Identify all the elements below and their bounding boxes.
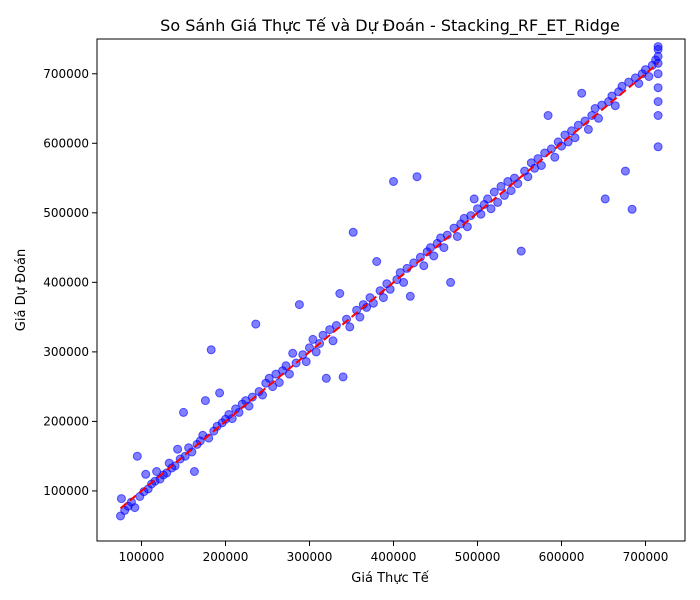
data-point bbox=[311, 347, 321, 357]
data-point bbox=[486, 204, 496, 214]
data-point bbox=[496, 181, 506, 191]
y-tick-label: 500000 bbox=[43, 206, 89, 220]
x-axis-label: Giá Thực Tế bbox=[351, 571, 428, 586]
data-point bbox=[251, 319, 261, 329]
y-tick-label: 100000 bbox=[43, 484, 89, 498]
data-point bbox=[516, 246, 526, 256]
data-point bbox=[550, 152, 560, 162]
data-point bbox=[476, 209, 486, 219]
data-point bbox=[399, 277, 409, 287]
data-point bbox=[301, 357, 311, 367]
data-point bbox=[620, 166, 630, 176]
data-point bbox=[355, 312, 365, 322]
data-point bbox=[543, 111, 553, 120]
data-point bbox=[173, 444, 183, 454]
data-point bbox=[653, 142, 663, 152]
data-point bbox=[321, 373, 331, 383]
data-point bbox=[523, 172, 533, 182]
data-point bbox=[513, 179, 523, 189]
y-tick-label: 400000 bbox=[43, 275, 89, 289]
data-point bbox=[274, 378, 284, 387]
data-point bbox=[130, 503, 140, 513]
x-tick-label: 400000 bbox=[371, 550, 417, 564]
data-point bbox=[469, 194, 479, 204]
data-point bbox=[328, 336, 338, 346]
data-point bbox=[446, 277, 456, 287]
y-tick-label: 600000 bbox=[43, 136, 89, 150]
data-point bbox=[600, 194, 610, 204]
x-tick-label: 300000 bbox=[287, 550, 333, 564]
data-point bbox=[132, 451, 142, 461]
data-point bbox=[288, 348, 298, 358]
data-point bbox=[200, 396, 210, 406]
data-point bbox=[634, 79, 644, 88]
points-layer bbox=[116, 42, 663, 521]
data-point bbox=[281, 361, 291, 371]
y-tick-label: 700000 bbox=[43, 67, 89, 81]
data-point bbox=[405, 291, 415, 301]
data-point bbox=[429, 251, 439, 261]
data-point bbox=[189, 467, 199, 476]
data-point bbox=[583, 124, 593, 134]
data-point bbox=[607, 91, 617, 101]
data-point bbox=[452, 232, 462, 241]
data-point bbox=[284, 369, 294, 379]
x-axis-ticks: 100000 200000 300000 400000 500000 600000 7000… bbox=[119, 541, 669, 564]
data-point bbox=[489, 187, 499, 197]
y-axis-ticks: 100000 200000 300000 400000 500000 600000 7000… bbox=[43, 67, 97, 498]
data-point bbox=[644, 72, 654, 81]
data-point bbox=[610, 101, 620, 111]
data-point bbox=[617, 81, 627, 91]
data-point bbox=[506, 186, 516, 196]
data-point bbox=[294, 300, 304, 310]
data-point bbox=[653, 111, 663, 120]
data-point bbox=[419, 261, 429, 271]
y-tick-label: 200000 bbox=[43, 414, 89, 428]
chart-title: So Sánh Giá Thực Tế và Dự Đoán - Stackin… bbox=[160, 16, 620, 36]
data-point bbox=[335, 289, 345, 298]
x-tick-label: 600000 bbox=[539, 550, 585, 564]
data-point bbox=[325, 325, 335, 335]
data-point bbox=[412, 172, 422, 182]
data-point bbox=[385, 284, 395, 294]
y-axis-label: Giá Dự Đoán bbox=[14, 249, 29, 331]
data-point bbox=[624, 77, 634, 87]
x-tick-label: 500000 bbox=[455, 550, 501, 564]
plot-frame bbox=[96, 38, 686, 542]
data-point bbox=[577, 88, 587, 98]
data-point bbox=[389, 177, 398, 186]
data-point bbox=[179, 407, 188, 417]
data-point bbox=[653, 42, 663, 52]
data-point bbox=[206, 345, 216, 355]
x-tick-label: 100000 bbox=[119, 550, 165, 564]
data-point bbox=[536, 161, 546, 170]
data-point bbox=[439, 243, 449, 253]
data-point bbox=[215, 388, 225, 398]
x-tick-label: 200000 bbox=[203, 550, 249, 564]
data-point bbox=[308, 334, 318, 344]
data-point bbox=[493, 197, 503, 207]
data-point bbox=[264, 373, 274, 383]
data-point bbox=[653, 97, 663, 107]
data-point bbox=[570, 133, 580, 143]
data-point bbox=[653, 83, 663, 93]
data-point bbox=[483, 194, 493, 204]
data-point bbox=[318, 330, 328, 340]
data-point bbox=[338, 372, 348, 382]
data-point bbox=[378, 293, 388, 303]
data-point bbox=[372, 257, 382, 266]
data-point bbox=[462, 222, 472, 232]
y-tick-label: 300000 bbox=[43, 345, 89, 359]
data-point bbox=[345, 322, 355, 332]
data-point bbox=[653, 69, 663, 79]
data-point bbox=[116, 494, 126, 504]
data-point bbox=[342, 314, 351, 324]
data-point bbox=[627, 204, 637, 214]
reference-line bbox=[119, 62, 659, 510]
data-point bbox=[348, 227, 358, 237]
x-tick-label: 700000 bbox=[623, 550, 669, 564]
data-point bbox=[594, 113, 603, 123]
data-point bbox=[141, 469, 151, 479]
